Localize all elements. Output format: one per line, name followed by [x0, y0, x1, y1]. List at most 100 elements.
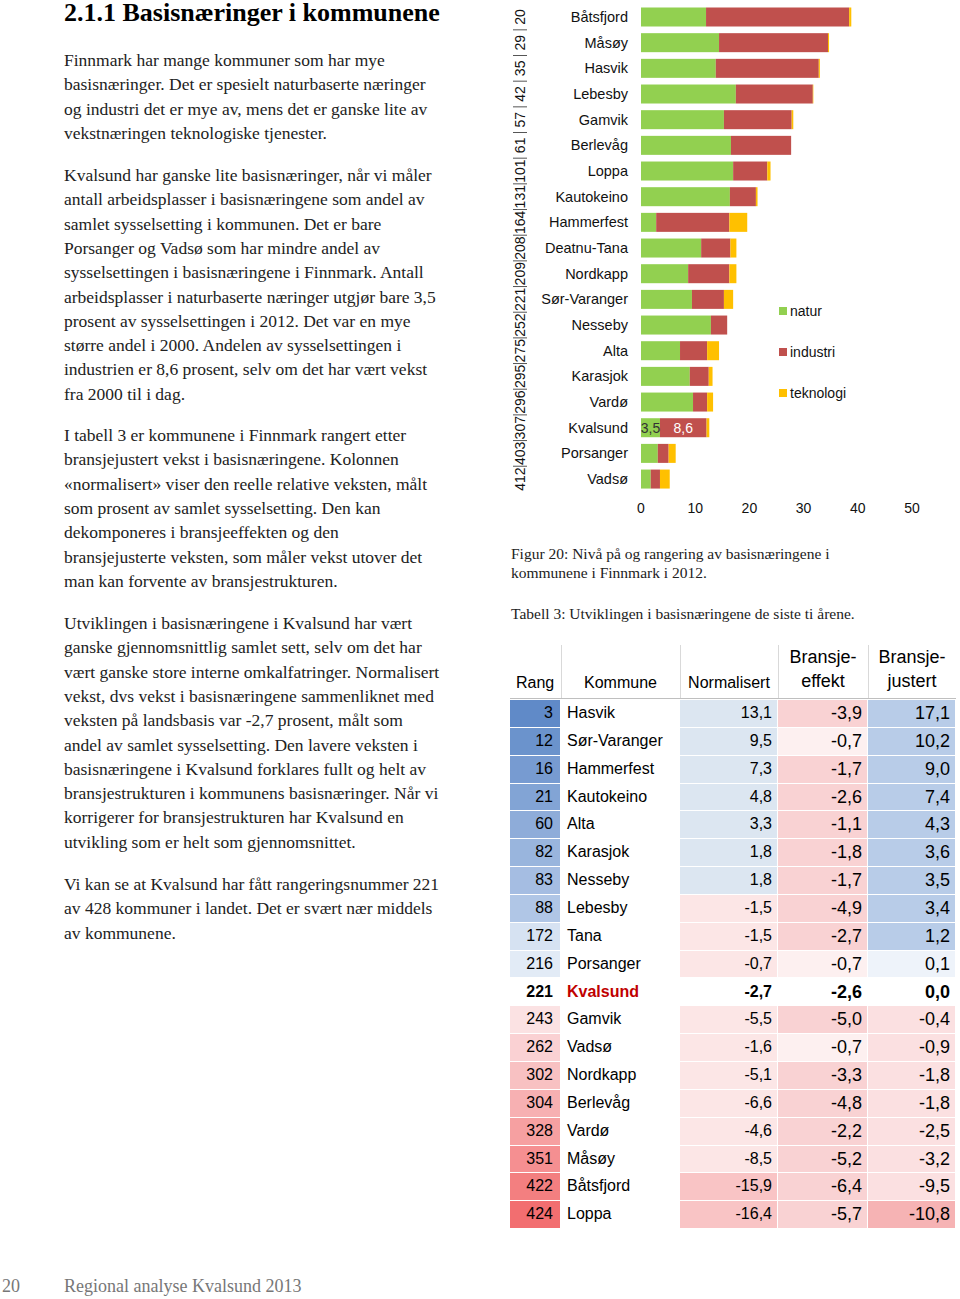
- table-cell: 221: [510, 979, 553, 1006]
- bar-segment: [727, 316, 728, 335]
- table-cell: 7,3: [680, 756, 772, 783]
- bar-segment: [641, 470, 651, 489]
- paragraph-line: vekst, dvs vekst i basisnæringene sammen…: [64, 684, 434, 708]
- table-cell: 172: [510, 923, 553, 950]
- category-label: Deatnu-Tana: [545, 240, 629, 256]
- table-cell: 16: [510, 756, 553, 783]
- bar-segment: [812, 85, 814, 104]
- bar-segment: [711, 316, 727, 335]
- chart: 3,58,6Båtsfjord20Måsøy29Hasvik35Lebesby4…: [500, 0, 960, 530]
- header-rule: [510, 698, 956, 699]
- bar-segment: [828, 33, 829, 52]
- bar-segment: [690, 367, 709, 386]
- table-cell: -5,5: [680, 1006, 772, 1033]
- paragraph-line: Utviklingen i basisnæringene i Kvalsund …: [64, 611, 412, 635]
- category-label: Alta: [603, 343, 629, 359]
- rank-label: 252: [512, 313, 528, 337]
- category-label: Hammerfest: [549, 214, 628, 230]
- legend-label: teknologi: [790, 385, 846, 401]
- table-cell: Tana: [567, 923, 680, 950]
- table-cell: -3,9: [778, 700, 862, 727]
- bar-segment: [724, 290, 733, 309]
- table-cell: Hasvik: [567, 700, 680, 727]
- rank-label: 42: [512, 86, 528, 102]
- rank-label: 296: [512, 390, 528, 414]
- table-cell: Alta: [567, 811, 680, 838]
- table-cell: 262: [510, 1034, 553, 1061]
- tick-label: 40: [850, 500, 866, 516]
- rank-label: 307: [512, 416, 528, 440]
- category-label: Nordkapp: [565, 266, 628, 282]
- table-cell: 17,1: [868, 700, 950, 727]
- bar-segment: [730, 187, 756, 206]
- table-cell: 216: [510, 951, 553, 978]
- table-cell: 422: [510, 1173, 553, 1200]
- bar-segment: [701, 239, 730, 258]
- header-cell: Normalisert: [680, 674, 778, 692]
- header-divider: [868, 645, 869, 698]
- table-cell: 0,0: [868, 979, 950, 1006]
- header-cell: Bransje-: [778, 647, 868, 668]
- table-cell: 88: [510, 895, 553, 922]
- table-cell: -15,9: [680, 1173, 772, 1200]
- header-divider: [680, 645, 681, 698]
- tick-label: 0: [637, 500, 645, 516]
- rank-separator: [513, 209, 527, 210]
- table-cell: -4,9: [778, 895, 862, 922]
- table-cell: -1,8: [868, 1062, 950, 1089]
- heading: 2.1.1 Basisnæringer i kommunene: [64, 0, 440, 28]
- paragraph-line: sysselsettingen i basisnæringene i Finnm…: [64, 260, 424, 284]
- bar-segment: [641, 444, 658, 463]
- category-label: Sør-Varanger: [541, 291, 628, 307]
- paragraph-line: dekomponeres i bransjeeffekten og den: [64, 520, 339, 544]
- table-cell: -0,4: [868, 1006, 950, 1033]
- tick-label: 20: [742, 500, 758, 516]
- bar-segment: [641, 33, 719, 52]
- rank-separator: [513, 81, 527, 82]
- data-label: 8,6: [674, 420, 694, 436]
- bar-segment: [688, 264, 729, 283]
- table-cell: Sør-Varanger: [567, 728, 680, 755]
- bar-segment: [719, 33, 828, 52]
- table-cell: -0,7: [778, 951, 862, 978]
- category-label: Loppa: [588, 163, 629, 179]
- bar-segment: [641, 316, 711, 335]
- table-cell: -6,4: [778, 1173, 862, 1200]
- table-cell: -10,8: [868, 1201, 950, 1228]
- bar-segment: [641, 162, 733, 181]
- category-label: Vadsø: [587, 471, 628, 487]
- bar-segment: [641, 213, 656, 232]
- bar-segment: [641, 264, 688, 283]
- table-cell: 82: [510, 839, 553, 866]
- paragraph-line: og industri det er mye av, mens det er g…: [64, 97, 427, 121]
- table-cell: Nordkapp: [567, 1062, 680, 1089]
- category-label: Karasjok: [572, 368, 629, 384]
- paragraph-line: veksten på landsbasis var -2,7 prosent, …: [64, 708, 403, 732]
- table-cell: 351: [510, 1146, 553, 1173]
- category-label: Lebesby: [573, 86, 629, 102]
- legend-swatch: [779, 389, 787, 397]
- paragraph-line: I tabell 3 er kommunene i Finnmark range…: [64, 423, 406, 447]
- table-cell: -5,2: [778, 1146, 862, 1173]
- bar-segment: [641, 239, 701, 258]
- table-cell: Vadsø: [567, 1034, 680, 1061]
- bar-segment: [792, 110, 794, 129]
- bar-segment: [736, 85, 813, 104]
- rank-separator: [513, 183, 527, 184]
- legend-swatch: [779, 348, 787, 356]
- table-cell: Kvalsund: [567, 979, 680, 1006]
- table-cell: 4,3: [868, 811, 950, 838]
- bar-segment: [707, 393, 713, 412]
- rank-separator: [513, 235, 527, 236]
- bar-segment: [680, 341, 707, 360]
- table-cell: Måsøy: [567, 1146, 680, 1173]
- bar-segment: [706, 8, 849, 27]
- rank-separator: [513, 260, 527, 261]
- table-cell: 304: [510, 1090, 553, 1117]
- table-cell: 1,8: [680, 839, 772, 866]
- legend-label: industri: [790, 344, 835, 360]
- table-cell: 302: [510, 1062, 553, 1089]
- bar-segment: [641, 8, 706, 27]
- table-cell: -2,7: [778, 923, 862, 950]
- rank-label: 209: [512, 262, 528, 286]
